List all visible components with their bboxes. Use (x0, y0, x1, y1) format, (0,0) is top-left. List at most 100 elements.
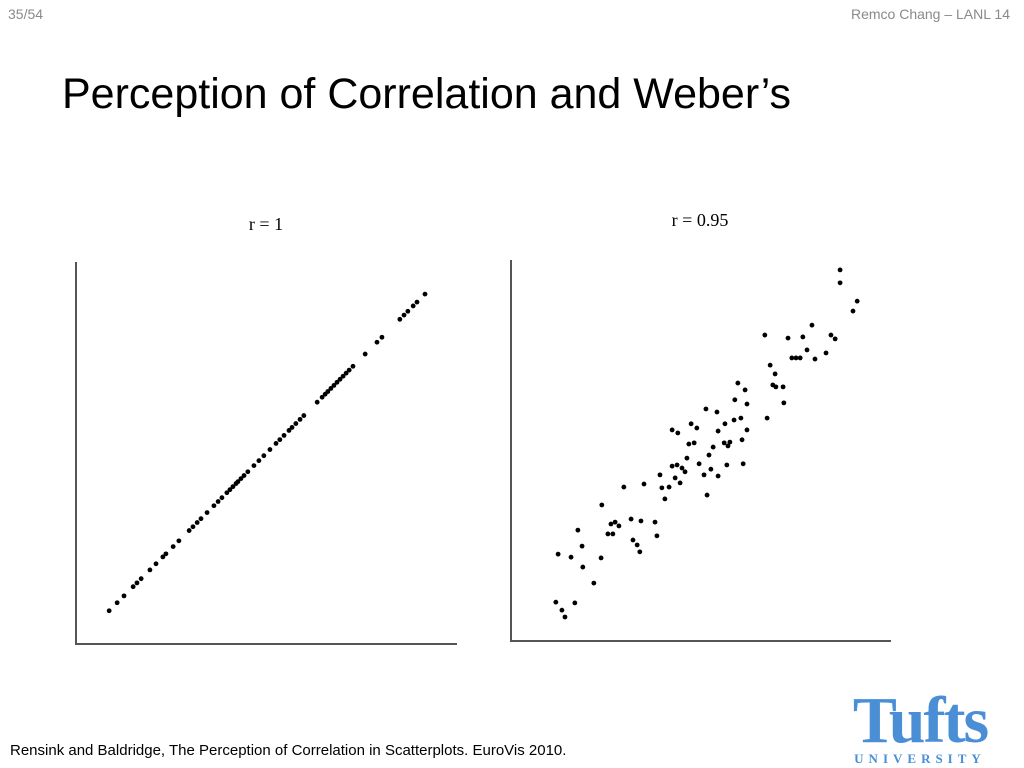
point (591, 580, 597, 586)
point (740, 461, 746, 467)
point (657, 472, 663, 478)
point (742, 387, 748, 393)
point (555, 551, 561, 557)
point (612, 519, 618, 525)
point (764, 415, 770, 421)
point (211, 503, 217, 509)
point (767, 362, 773, 368)
point (190, 524, 196, 530)
point (652, 519, 658, 525)
point (785, 335, 791, 341)
chart-title: r = 1 (249, 214, 283, 234)
point (710, 444, 716, 450)
point (350, 363, 356, 369)
point (610, 531, 616, 537)
point (153, 561, 159, 567)
point (682, 469, 688, 475)
point (630, 537, 636, 543)
point (256, 458, 262, 464)
point (277, 437, 283, 443)
chart-title: r = 0.95 (672, 210, 729, 230)
point (281, 433, 287, 438)
point (134, 580, 140, 586)
logo-name: Tufts (852, 684, 989, 757)
point (837, 267, 843, 273)
point (147, 567, 153, 573)
point (669, 427, 675, 433)
point (684, 455, 690, 461)
point (634, 542, 640, 548)
point (334, 379, 340, 385)
point (621, 484, 627, 490)
point (405, 308, 411, 314)
point (215, 499, 221, 504)
point (837, 280, 843, 286)
point (261, 453, 267, 459)
point (121, 593, 127, 599)
point (675, 430, 681, 436)
point (694, 425, 700, 431)
point (677, 480, 683, 486)
point (414, 299, 420, 305)
point (130, 584, 136, 590)
point (727, 439, 733, 445)
point (340, 373, 346, 379)
point (204, 510, 210, 515)
point (669, 463, 675, 469)
point (401, 312, 407, 318)
point (732, 397, 738, 403)
author: Remco Chang – LANL 14 (850, 6, 1010, 22)
point (828, 332, 834, 338)
point (793, 355, 799, 361)
axis-left-chart (75, 262, 457, 645)
point (789, 355, 795, 361)
point (823, 350, 829, 356)
point (235, 479, 241, 485)
point (106, 608, 112, 614)
point (580, 564, 586, 570)
point (854, 298, 860, 304)
point (708, 466, 714, 472)
point (579, 543, 585, 549)
point (721, 440, 727, 446)
point (762, 332, 768, 338)
point (219, 495, 225, 501)
point (605, 531, 611, 537)
point (812, 356, 818, 362)
point (666, 484, 672, 490)
point (738, 415, 744, 421)
point (114, 600, 120, 606)
point (772, 371, 778, 377)
point (559, 607, 565, 613)
point (230, 484, 236, 490)
axes (75, 260, 891, 645)
point (238, 476, 244, 481)
point (714, 409, 720, 415)
axis-right-chart (510, 260, 891, 642)
point (686, 441, 692, 447)
point (701, 472, 707, 478)
point (773, 384, 779, 390)
point (325, 389, 331, 394)
point (804, 347, 810, 353)
point (163, 551, 169, 557)
point (744, 401, 750, 407)
point (725, 443, 731, 449)
point (241, 473, 247, 478)
point (641, 481, 647, 487)
point (735, 380, 741, 386)
point (293, 421, 299, 426)
point (715, 428, 721, 434)
point (572, 600, 578, 606)
point (224, 490, 230, 496)
point (800, 334, 806, 340)
point (331, 382, 337, 388)
point (346, 367, 352, 373)
point (780, 384, 786, 390)
point (397, 316, 403, 322)
logo-subtitle: UNIVERSITY (854, 751, 986, 766)
point (744, 427, 750, 433)
point (688, 421, 694, 427)
point (138, 576, 144, 582)
